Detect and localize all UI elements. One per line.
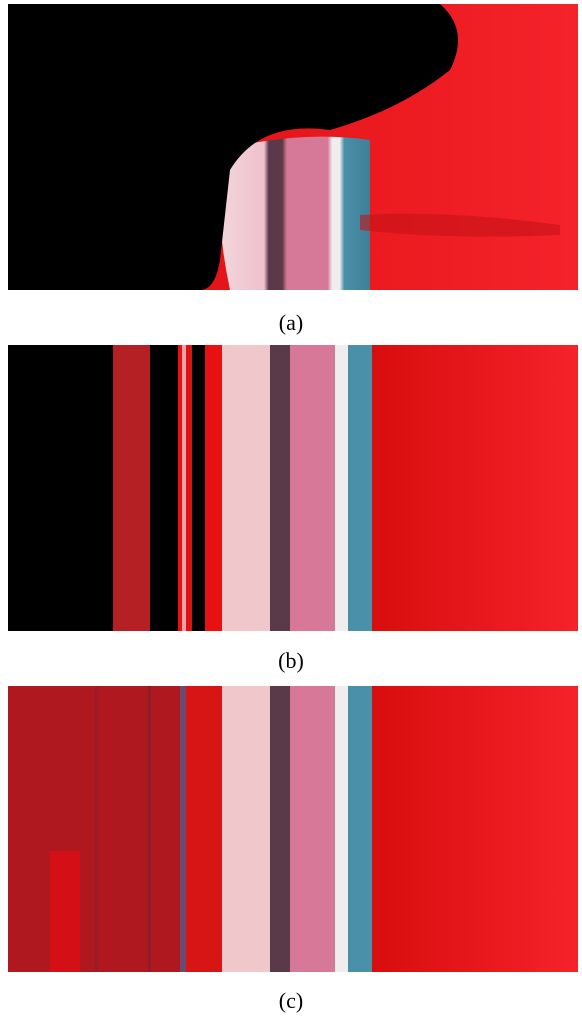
caption: (a)	[0, 310, 582, 336]
caption: (b)	[0, 648, 582, 674]
image-a	[0, 0, 582, 300]
image-b	[0, 340, 582, 640]
figure: (a) (b)	[0, 0, 582, 1021]
caption: (c)	[0, 988, 582, 1014]
image-c	[0, 681, 582, 981]
